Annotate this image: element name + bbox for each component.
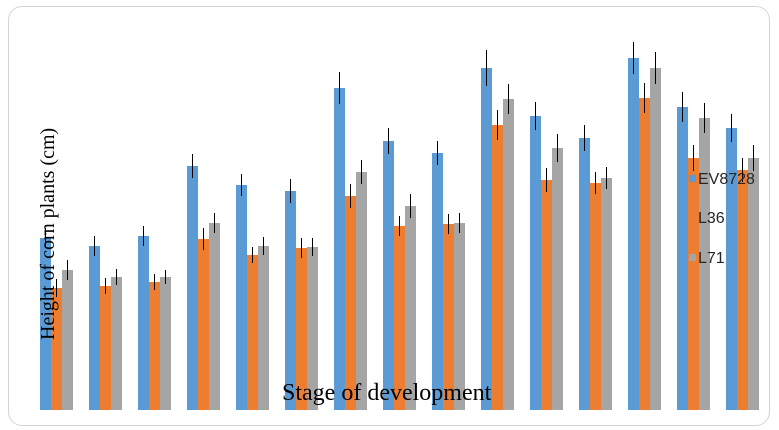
bar-l71-12 bbox=[601, 178, 612, 410]
bar-ev8728-15 bbox=[726, 128, 737, 410]
bar-l71-9 bbox=[454, 223, 465, 410]
bar-ev8728-7 bbox=[334, 88, 345, 410]
bar-ev8728-4 bbox=[187, 166, 198, 410]
legend: EV8728 L36 L71 bbox=[689, 171, 755, 267]
y-axis-label: Height of corn plants (cm) bbox=[37, 128, 59, 340]
bar-ev8728-12 bbox=[579, 138, 590, 410]
bar-l71-15 bbox=[748, 158, 759, 410]
bar-l36-12 bbox=[590, 183, 601, 410]
legend-label-ev8728: EV8728 bbox=[698, 171, 755, 188]
bar-l36-10 bbox=[492, 125, 503, 410]
bar-l36-2 bbox=[100, 286, 111, 410]
bar-l71-13 bbox=[650, 68, 661, 410]
bar-l36-14 bbox=[688, 158, 699, 410]
bar-ev8728-9 bbox=[432, 153, 443, 410]
bar-l71-11 bbox=[552, 148, 563, 410]
legend-label-l36: L36 bbox=[698, 210, 725, 227]
bar-ev8728-13 bbox=[628, 58, 639, 410]
bar-l36-4 bbox=[198, 239, 209, 410]
bar-ev8728-11 bbox=[530, 116, 541, 410]
bar-ev8728-10 bbox=[481, 68, 492, 410]
bar-l36-6 bbox=[296, 248, 307, 410]
bar-l71-3 bbox=[160, 277, 171, 410]
bar-l71-14 bbox=[699, 118, 710, 410]
bars-layer bbox=[40, 42, 759, 410]
bar-l36-9 bbox=[443, 224, 454, 410]
legend-swatch-l71 bbox=[689, 254, 696, 261]
bar-l36-8 bbox=[394, 226, 405, 410]
bar-l71-4 bbox=[209, 223, 220, 410]
bar-l71-1 bbox=[62, 270, 73, 410]
bar-l71-7 bbox=[356, 172, 367, 410]
legend-swatch-ev8728 bbox=[689, 175, 696, 182]
legend-label-l71: L71 bbox=[698, 250, 725, 267]
bar-ev8728-14 bbox=[677, 107, 688, 410]
bar-l71-5 bbox=[258, 246, 269, 410]
bar-l36-3 bbox=[149, 282, 160, 410]
bar-ev8728-6 bbox=[285, 191, 296, 410]
bar-l36-5 bbox=[247, 255, 258, 410]
bar-l71-8 bbox=[405, 206, 416, 410]
legend-swatch-l36 bbox=[689, 214, 696, 221]
bar-l71-2 bbox=[111, 277, 122, 410]
bar-ev8728-3 bbox=[138, 236, 149, 410]
bar-ev8728-2 bbox=[89, 246, 100, 410]
bar-l71-10 bbox=[503, 99, 514, 410]
bar-l36-11 bbox=[541, 180, 552, 410]
bar-ev8728-8 bbox=[383, 141, 394, 410]
bar-ev8728-5 bbox=[236, 185, 247, 410]
bar-l71-6 bbox=[307, 247, 318, 410]
bar-l36-1 bbox=[51, 288, 62, 410]
bar-l36-15 bbox=[737, 170, 748, 410]
bar-ev8728-1 bbox=[40, 238, 51, 410]
bar-l36-13 bbox=[639, 98, 650, 410]
bar-l36-7 bbox=[345, 196, 356, 410]
x-axis-label: Stage of development bbox=[282, 380, 492, 406]
